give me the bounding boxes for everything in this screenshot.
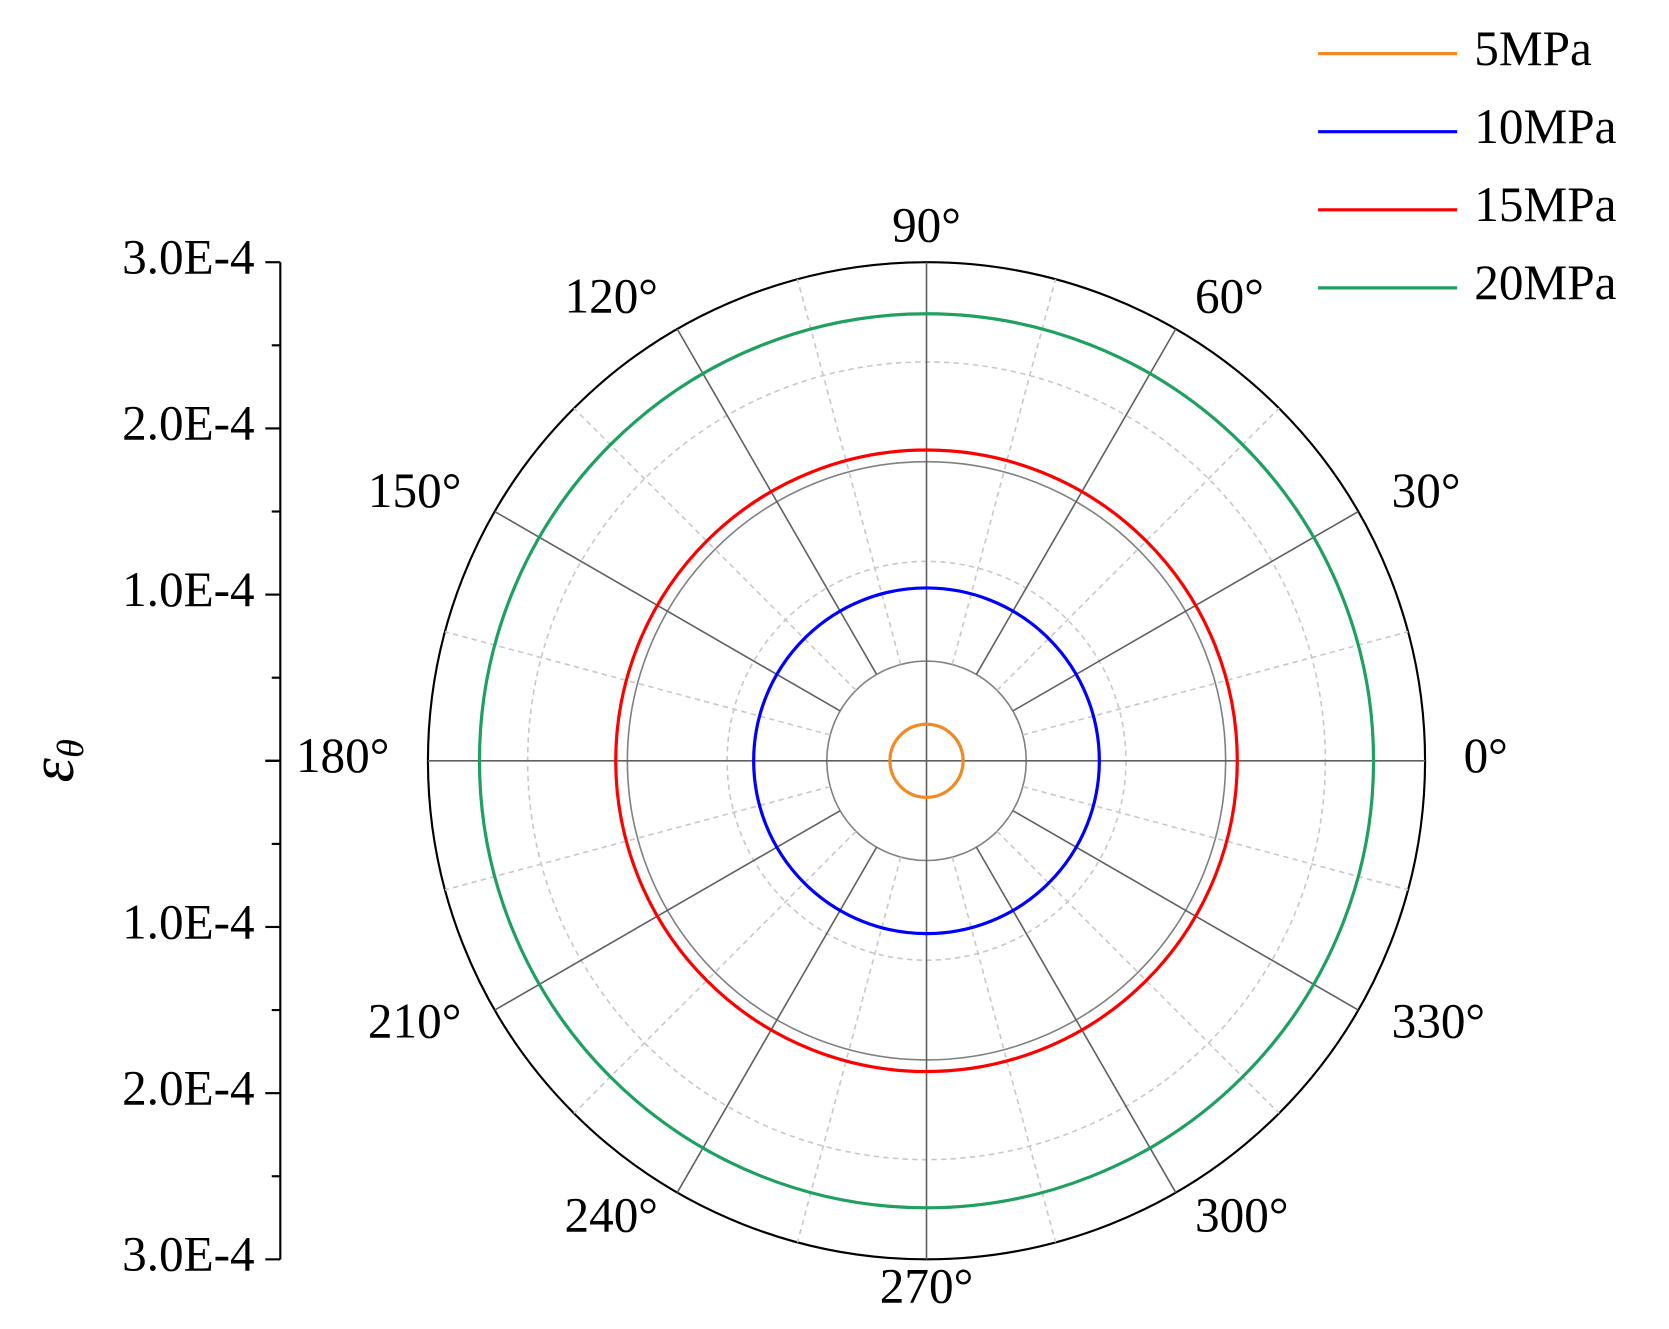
spoke-minor: [951, 856, 1057, 1243]
spoke: [975, 328, 1177, 675]
series-circle: [888, 722, 965, 799]
angle-label: 240°: [564, 1188, 657, 1243]
spoke: [494, 510, 841, 712]
spoke-minor: [796, 279, 902, 665]
angle-label: 210°: [368, 993, 461, 1048]
y-tick-label: 1.0E-4: [122, 562, 255, 617]
angle-label: 180°: [296, 728, 389, 783]
series-circle: [614, 448, 1239, 1074]
y-label-subscript: θ: [50, 739, 92, 758]
y-axis-label: εθ: [19, 739, 92, 782]
angle-label: 60°: [1195, 269, 1264, 324]
spoke-minor: [573, 407, 857, 691]
spoke: [975, 846, 1177, 1193]
angle-label: 330°: [1392, 993, 1485, 1048]
legend-label: 20MPa: [1474, 255, 1616, 310]
series-circle: [477, 312, 1376, 1210]
legend-label: 5MPa: [1474, 21, 1592, 76]
angle-label: 300°: [1195, 1188, 1288, 1243]
spoke-minor: [573, 830, 857, 1114]
angle-label: 120°: [564, 269, 657, 324]
angle-label: 0°: [1464, 728, 1508, 783]
spoke-minor: [796, 856, 902, 1243]
y-tick-label: 1.0E-4: [122, 894, 255, 949]
legend-label: 10MPa: [1474, 99, 1616, 154]
spoke-minor: [951, 279, 1057, 665]
spoke-minor: [1022, 785, 1409, 891]
spoke-minor: [996, 407, 1280, 691]
y-tick-label: 3.0E-4: [122, 230, 255, 285]
y-tick-label: 2.0E-4: [122, 1060, 255, 1115]
spoke-minor: [996, 830, 1280, 1114]
y-tick-label: 2.0E-4: [122, 396, 255, 451]
angle-label: 90°: [892, 197, 961, 252]
angle-label: 270°: [880, 1259, 973, 1314]
angle-label: 30°: [1392, 463, 1461, 518]
spoke: [676, 846, 878, 1193]
spoke-minor: [1022, 630, 1409, 736]
spoke: [1012, 510, 1359, 712]
legend-label: 15MPa: [1474, 177, 1616, 232]
y-tick-label: 3.0E-4: [122, 1227, 255, 1282]
spoke: [676, 328, 878, 675]
y-label-symbol: ε: [19, 757, 87, 782]
spoke-minor: [444, 785, 831, 891]
spoke: [1012, 809, 1359, 1011]
angle-label: 150°: [368, 463, 461, 518]
series-circle: [752, 586, 1101, 936]
spoke-minor: [444, 630, 831, 736]
spoke: [494, 809, 841, 1011]
